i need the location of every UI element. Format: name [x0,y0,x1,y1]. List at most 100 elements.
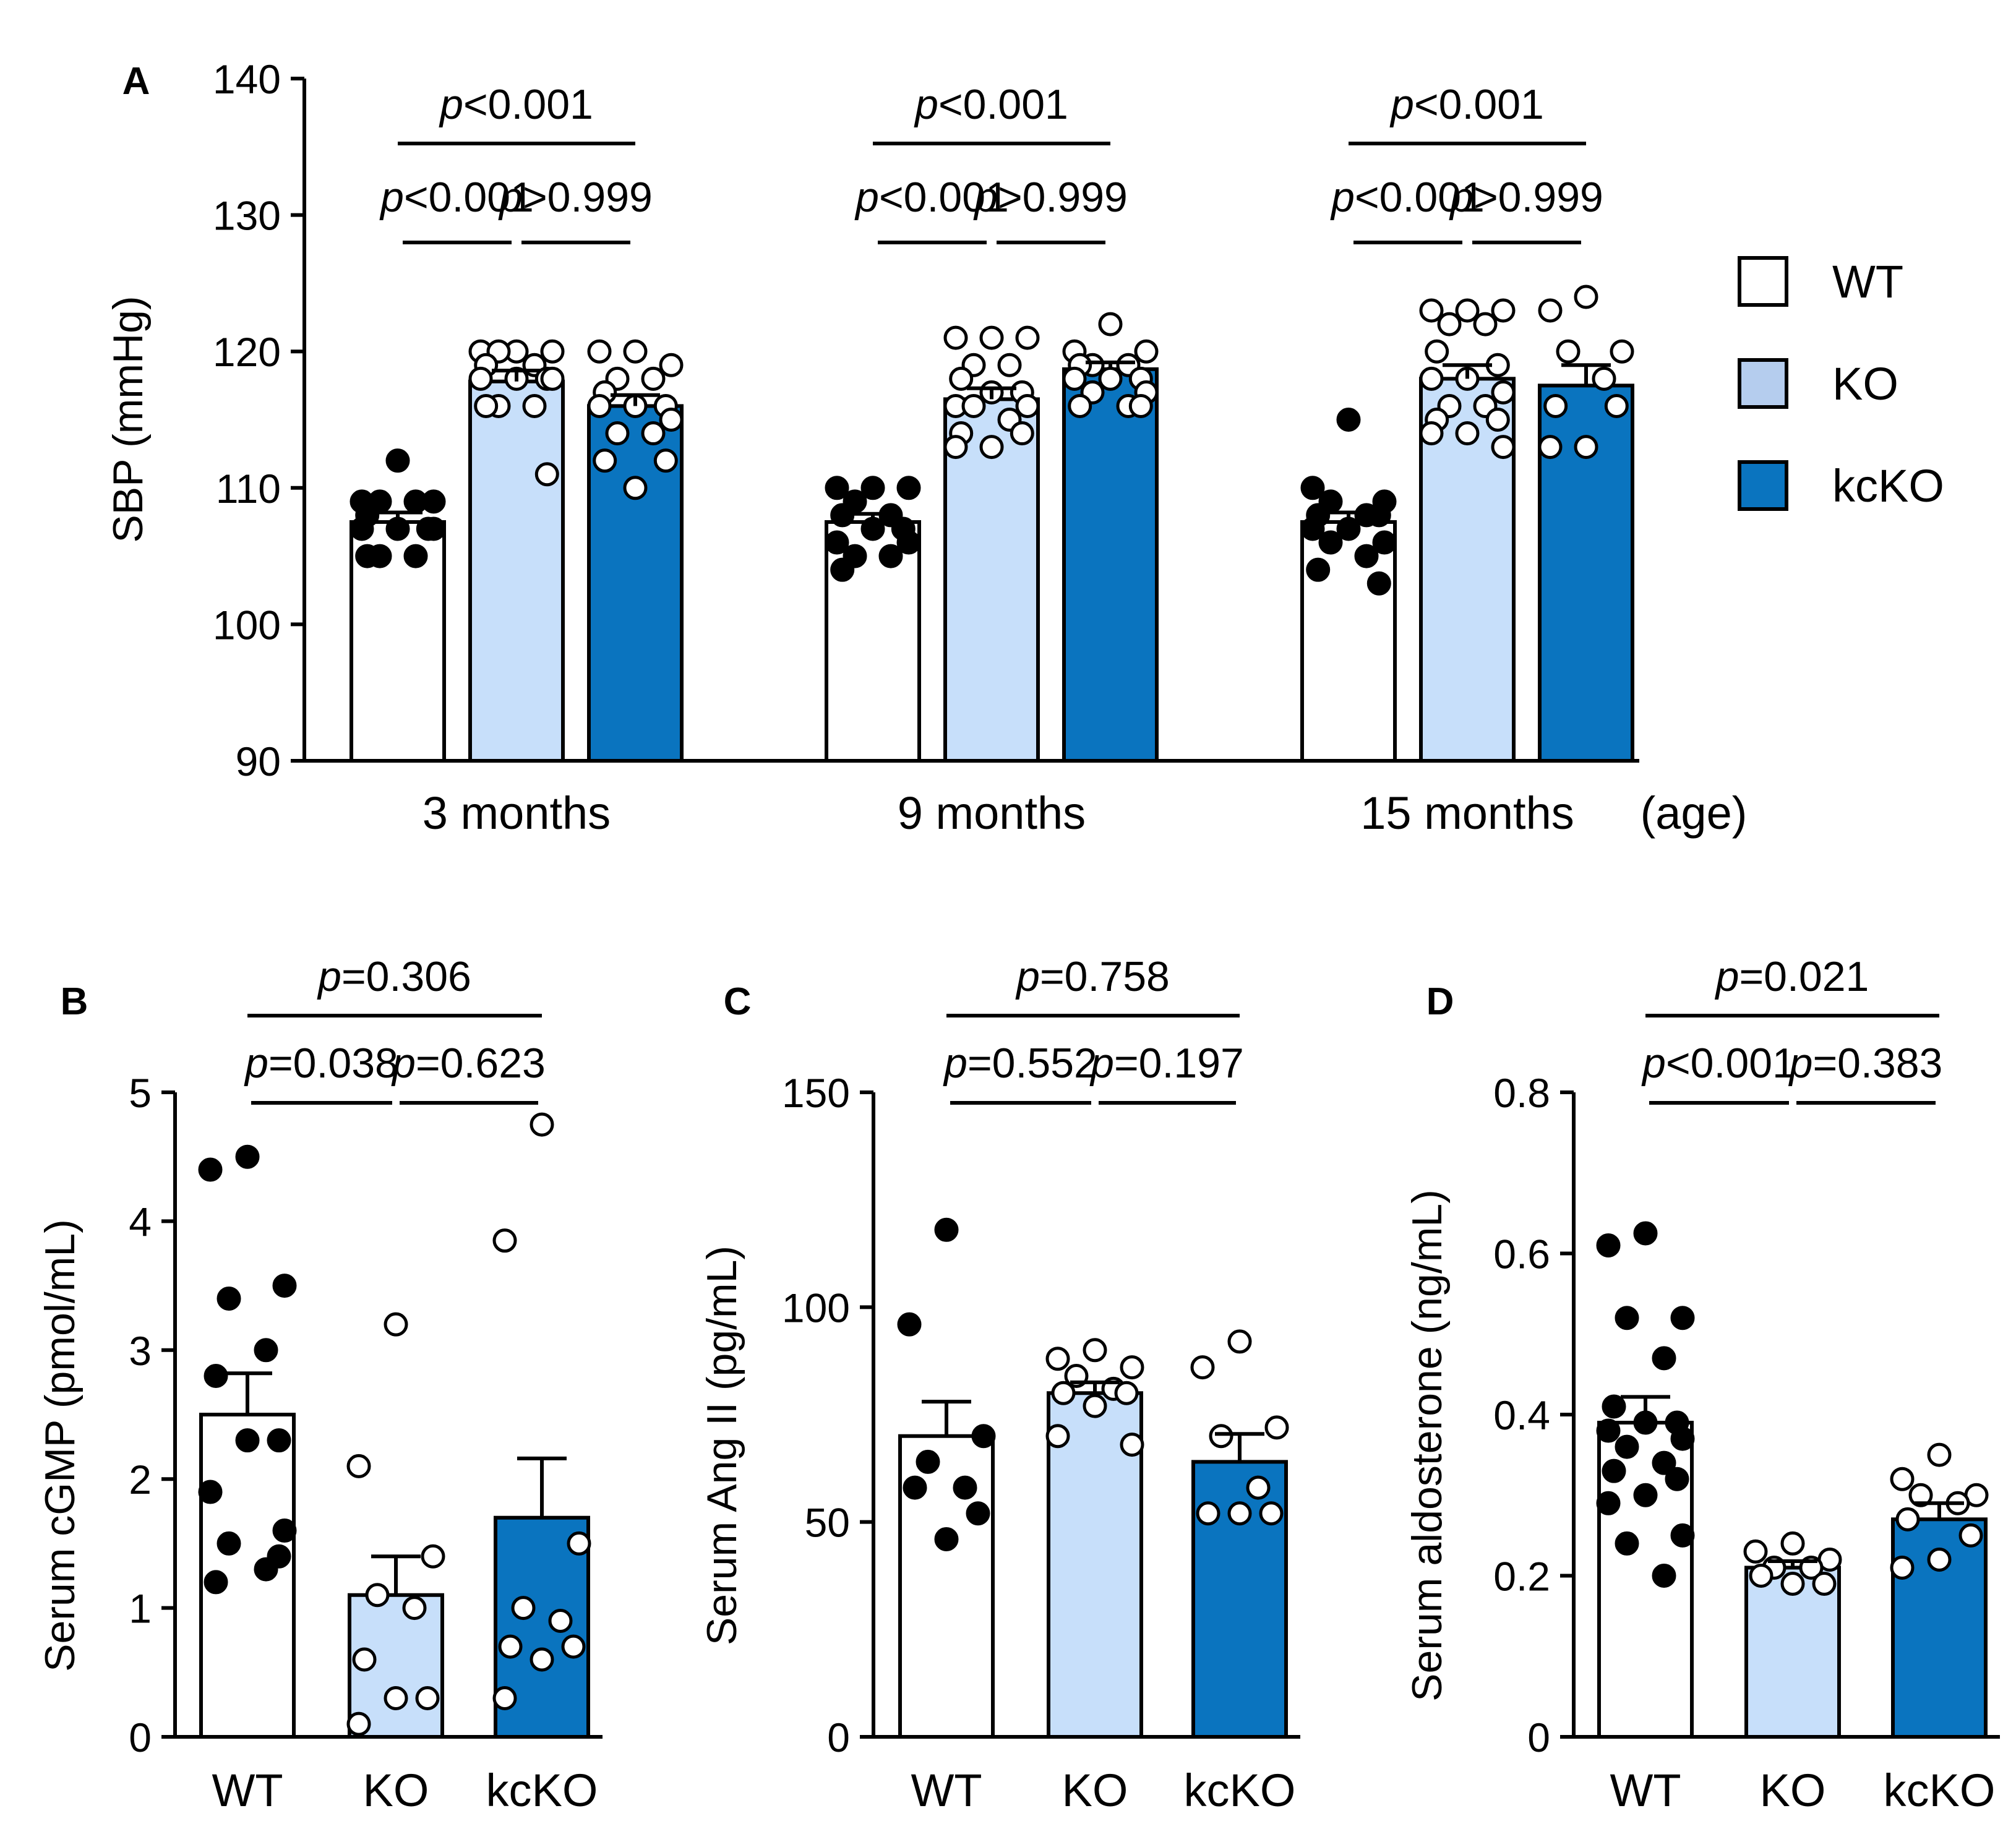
data-point [961,393,986,418]
data-point [1780,1572,1805,1596]
data-point [1958,1523,1983,1548]
p-value-label: p=0.021 [1715,953,1869,1000]
data-point [1473,312,1498,336]
data-point [997,353,1022,377]
data-point [1045,1347,1070,1371]
data-point [1743,1539,1768,1564]
panel-label-d: D [1426,980,1454,1023]
data-point [1227,1501,1252,1526]
panel-label-c: C [724,980,752,1023]
data-point [1045,1424,1070,1449]
data-point [1665,1467,1689,1491]
y-tick-label: 140 [213,56,281,102]
data-point [1615,1531,1639,1556]
data-point [474,393,499,418]
y-axis-label: SBP (mmHg) [105,296,152,542]
data-point [511,1596,536,1621]
data-point [1890,1555,1915,1580]
y-tick-label: 5 [129,1070,152,1116]
bar-ko [943,397,1040,763]
data-point [1354,544,1379,568]
data-point [540,366,565,391]
data-point [1083,1338,1107,1363]
data-point [1300,516,1325,541]
data-point [1596,1233,1621,1257]
data-point [1812,1572,1837,1596]
y-tick-label: 0.2 [1493,1554,1550,1600]
legend-label-kcko: kcKO [1832,460,1944,512]
data-point [235,1428,260,1453]
data-point [1437,312,1462,336]
data-point [1015,325,1040,350]
panel-b: B 0 1 2 3 4 5 Serum cGMP (pmol/mL) WT KO kcKO p=0.3… [36,953,603,1816]
data-point [385,448,410,473]
p-value-label: p>0.999 [1449,174,1603,221]
data-point [587,393,612,418]
data-point [1455,421,1480,446]
p-value-label: p<0.001 [914,81,1068,128]
age-label: (age) [1641,787,1748,839]
data-point [1780,1531,1805,1556]
panel-label-a: A [122,60,150,103]
data-point [641,421,666,446]
data-point [641,366,666,391]
bar-kcko [1062,367,1159,763]
data-point [402,1596,427,1621]
x-category-label: KO [1760,1765,1826,1816]
data-point [979,435,1004,460]
data-point [1592,366,1616,391]
data-point [384,1686,408,1710]
data-point [1485,408,1510,432]
data-point [1633,1221,1658,1246]
data-point [653,448,678,473]
data-point [540,339,565,364]
data-point [1196,1501,1220,1526]
data-point [878,544,903,568]
p-value-label: p=0.306 [317,953,471,1000]
p-value-label: p>0.999 [498,174,653,221]
data-point [659,353,684,377]
data-point [522,393,547,418]
x-category-label: kcKO [1184,1765,1296,1816]
panel-c: C 0 50 100 150 Serum Ang II (pg/mL) WT KO kcKO p=… [698,953,1300,1816]
data-point [1574,435,1598,460]
data-point [825,476,849,500]
data-point [1455,298,1480,323]
data-point [1670,1306,1695,1330]
p-value-label: p>0.999 [973,174,1128,221]
data-point [916,1449,940,1474]
data-point [1652,1450,1676,1475]
x-category-label: kcKO [486,1765,598,1816]
data-point [421,1544,445,1569]
legend-label-wt: WT [1832,256,1903,307]
data-point [530,1647,554,1672]
data-point [949,366,974,391]
y-tick-label: 130 [213,193,281,239]
data-point [355,544,380,568]
x-category-label: WT [212,1765,283,1816]
y-axis-label: Serum aldosterone (ng/mL) [1404,1189,1451,1702]
y-axis-label: Serum Ang II (pg/mL) [698,1246,745,1645]
panel-d: D 0 0.2 0.4 0.6 0.8 Serum aldosterone (ng/mL) W… [1404,953,2000,1816]
data-point [605,421,630,446]
data-point [1419,421,1444,446]
data-point [1120,1355,1144,1380]
data-point [235,1144,260,1169]
p-value-label: p=0.038 [244,1040,398,1087]
data-point [498,1634,523,1659]
data-point [896,530,921,555]
data-point [346,1711,371,1736]
bar-ko [468,379,565,763]
data-point [1015,393,1040,418]
bar-wt [825,520,921,763]
data-point [217,1531,241,1556]
data-point [1114,1381,1139,1405]
y-axis-label: Serum cGMP (pmol/mL) [36,1219,84,1672]
x-category-label: KO [363,1765,429,1816]
data-point [415,1686,440,1710]
y-tick-label: 0.4 [1493,1392,1550,1438]
data-point [1068,393,1092,418]
data-point [1596,1418,1621,1443]
data-point [623,476,648,500]
data-point [1670,1426,1695,1451]
